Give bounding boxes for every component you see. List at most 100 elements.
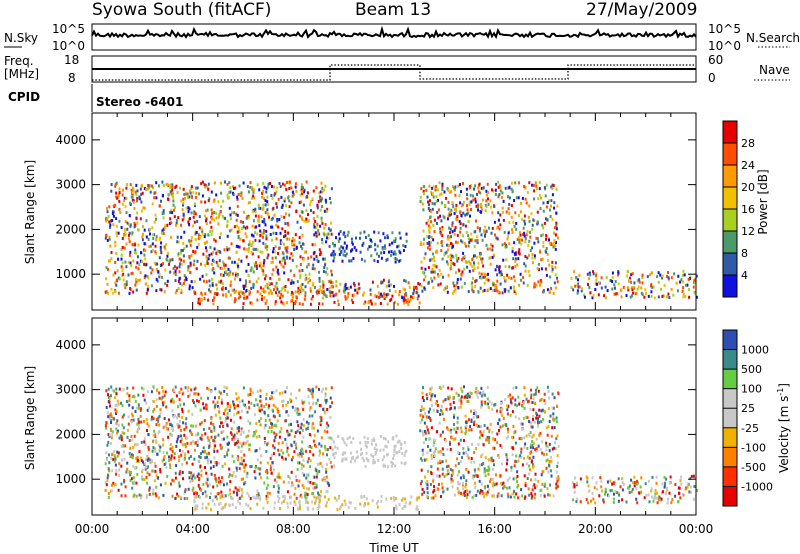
echo-cell: [241, 197, 244, 200]
echo-cell: [523, 406, 526, 410]
y-tick-label: 1000: [55, 267, 86, 281]
echo-cell: [266, 195, 269, 199]
echo-cell: [576, 291, 579, 295]
echo-cell: [197, 459, 200, 463]
echo-cell: [517, 496, 520, 500]
echo-cell: [402, 287, 405, 291]
echo-cell: [144, 282, 147, 286]
echo-cell: [293, 238, 296, 242]
echo-cell: [509, 413, 512, 417]
echo-cell: [519, 230, 521, 234]
echo-cell: [445, 465, 448, 469]
echo-cell: [320, 219, 323, 223]
echo-cell: [246, 248, 249, 252]
echo-cell: [154, 244, 157, 248]
echo-cell: [605, 276, 608, 280]
echo-cell: [394, 300, 396, 304]
echo-cell: [236, 431, 239, 435]
echo-cell: [285, 442, 288, 446]
echo-cell: [630, 286, 633, 290]
echo-cell: [423, 421, 426, 425]
echo-cell: [237, 440, 239, 444]
echo-cell: [548, 289, 551, 293]
echo-cell: [470, 208, 472, 211]
echo-cell: [317, 229, 320, 233]
echo-cell: [456, 215, 459, 218]
echo-cell: [596, 487, 599, 491]
echo-cell: [468, 428, 471, 432]
echo-cell: [308, 401, 311, 405]
echo-cell: [257, 496, 260, 500]
echo-cell: [386, 465, 389, 469]
echo-cell: [212, 199, 215, 203]
echo-cell: [403, 296, 406, 300]
echo-cell: [398, 439, 401, 443]
echo-cell: [220, 266, 223, 270]
echo-cell: [465, 187, 468, 191]
echo-cell: [314, 501, 316, 505]
echo-cell: [398, 231, 401, 235]
echo-cell: [198, 496, 201, 500]
echo-cell: [209, 245, 212, 249]
echo-cell: [458, 470, 460, 474]
echo-cell: [325, 475, 328, 479]
echo-cell: [136, 430, 139, 434]
echo-cell: [504, 288, 507, 292]
echo-cell: [210, 262, 213, 266]
power-ylabel: Slant Range [km]: [23, 160, 37, 264]
echo-cell: [261, 220, 264, 224]
echo-cell: [238, 192, 241, 196]
echo-cell: [579, 500, 582, 504]
echo-cell: [297, 408, 300, 412]
echo-cell: [409, 501, 412, 505]
echo-cell: [334, 496, 337, 500]
echo-cell: [155, 268, 158, 271]
echo-cell: [650, 282, 653, 286]
echo-cell: [337, 240, 340, 243]
echo-cell: [543, 399, 546, 403]
echo-cell: [120, 226, 123, 229]
echo-cell: [402, 244, 405, 247]
echo-cell: [462, 474, 465, 478]
echo-cell: [437, 461, 439, 465]
echo-cell: [419, 241, 422, 245]
echo-cell: [258, 434, 261, 438]
echo-cell: [474, 239, 477, 243]
echo-cell: [178, 257, 181, 261]
echo-cell: [118, 199, 121, 203]
echo-cell: [189, 429, 192, 433]
echo-cell: [303, 219, 306, 223]
echo-cell: [337, 303, 340, 307]
echo-cell: [296, 453, 299, 457]
echo-cell: [142, 460, 144, 464]
echo-cell: [456, 218, 459, 222]
echo-cell: [453, 413, 456, 417]
echo-cell: [341, 457, 344, 461]
echo-cell: [283, 271, 286, 275]
echo-cell: [644, 288, 647, 292]
echo-cell: [282, 480, 285, 484]
echo-cell: [538, 187, 541, 191]
echo-cell: [424, 274, 427, 278]
echo-cell: [473, 460, 476, 464]
echo-cell: [116, 399, 119, 403]
echo-cell: [171, 183, 174, 187]
echo-cell: [270, 453, 273, 457]
echo-cell: [183, 457, 186, 461]
echo-cell: [116, 454, 119, 458]
echo-cell: [178, 270, 181, 274]
echo-cell: [464, 395, 467, 399]
echo-cell: [442, 214, 445, 218]
echo-cell: [290, 201, 293, 205]
echo-cell: [116, 196, 119, 200]
echo-cell: [213, 426, 216, 429]
echo-cell: [155, 289, 158, 293]
echo-cell: [175, 219, 178, 223]
echo-cell: [281, 441, 284, 445]
echo-cell: [131, 243, 134, 247]
echo-cell: [131, 420, 133, 424]
echo-cell: [431, 257, 434, 261]
echo-cell: [515, 221, 518, 225]
echo-cell: [463, 439, 465, 443]
echo-cell: [275, 190, 278, 194]
